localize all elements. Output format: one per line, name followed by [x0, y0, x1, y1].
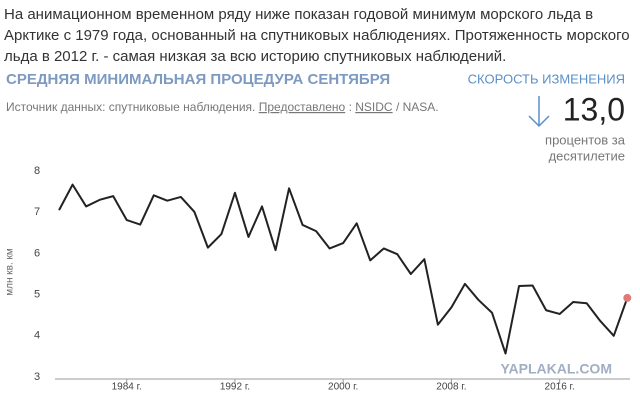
source: Источник данных: спутниковые наблюдения.…	[6, 100, 439, 114]
x-tick-label: 2016 г.	[545, 382, 575, 393]
plot: 3 4 5 6 7 8 1984 г. 1992 г. 2000 г. 2008 г. 2016 г…	[34, 165, 632, 393]
intro-line: льда в 2012 г. - самая низкая за всю ист…	[4, 48, 506, 65]
source-org[interactable]: NSIDC	[355, 100, 393, 114]
y-tick-label: 3	[34, 371, 40, 383]
rate-value: 13,0	[563, 91, 625, 127]
intro-line: Арктике с 1979 года, основанный на спутн…	[4, 27, 630, 44]
line-series	[58, 183, 629, 355]
y-tick-label: 8	[34, 165, 40, 177]
intro-line: На анимационном временном ряду ниже пока…	[4, 6, 593, 23]
x-tick-label: 1992 г.	[220, 382, 250, 393]
chart-title: СРЕДНЯЯ МИНИМАЛЬНАЯ ПРОЦЕДУРА СЕНТЯБРЯ	[6, 71, 390, 88]
y-tick-label: 7	[34, 206, 40, 218]
last-point	[623, 293, 632, 302]
watermark: YAPLAKAL.COM	[501, 361, 613, 377]
x-tick-label: 1984 г.	[112, 382, 142, 393]
rate-unit: процентов за	[545, 132, 626, 147]
x-tick-label: 2008 г.	[436, 382, 466, 393]
y-axis-label: млн кв. км	[5, 248, 16, 296]
rate-label: СКОРОСТЬ ИЗМЕНЕНИЯ	[468, 71, 625, 86]
y-tick-label: 5	[34, 289, 40, 301]
source-prefix: Источник данных: спутниковые наблюдения.	[6, 100, 255, 114]
rate-unit: десятилетие	[549, 148, 625, 163]
y-tick-label: 6	[34, 247, 40, 259]
source-suffix: / NASA.	[396, 100, 439, 114]
source-sep: :	[349, 100, 352, 114]
x-tick-label: 2000 г.	[328, 382, 358, 393]
y-tick-label: 4	[34, 330, 40, 342]
down-arrow-icon	[528, 96, 550, 128]
source-credit[interactable]: Предоставлено	[259, 100, 346, 114]
